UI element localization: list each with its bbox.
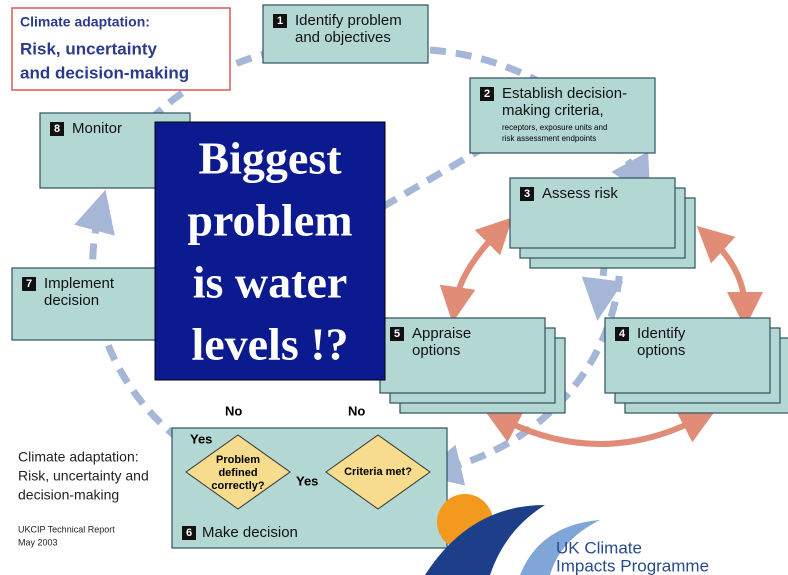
decision-text: Criteria met?	[344, 466, 412, 478]
title-line: Risk, uncertainty	[20, 39, 158, 58]
step-label: options	[637, 342, 685, 359]
step-badge	[390, 327, 404, 341]
report-line: May 2003	[18, 537, 58, 547]
decision-text: correctly?	[211, 480, 264, 492]
caption: Climate adaptation: Risk, uncertainty an…	[18, 449, 149, 548]
step-badge	[480, 87, 494, 101]
logo-text: UK Climate	[556, 538, 642, 557]
step-box	[11, 267, 163, 341]
overlay-line: is water	[193, 257, 348, 308]
step-badge	[22, 277, 36, 291]
title-line: and decision-making	[20, 63, 189, 82]
step-badge	[615, 327, 629, 341]
title-box: Climate adaptation: Risk, uncertainty an…	[11, 7, 231, 91]
step-label: Implement	[44, 275, 115, 292]
step-6: 6 Make decision Problem defined correctl…	[171, 427, 448, 549]
yes-label: Yes	[296, 473, 318, 488]
report-line: UKCIP Technical Report	[18, 524, 115, 534]
step-label: making criteria,	[502, 102, 604, 119]
step-number: 7	[26, 278, 32, 290]
step-label: Monitor	[72, 120, 122, 137]
caption-line: Risk, uncertainty and	[18, 468, 149, 484]
step-note: risk assessment endpoints	[502, 134, 596, 143]
step-label: and objectives	[295, 29, 391, 46]
step-number: 3	[524, 188, 530, 200]
step-label: Appraise	[412, 325, 471, 342]
step-2: 2 Establish decision-making criteria, rece…	[469, 77, 656, 154]
step-number: 4	[619, 328, 626, 340]
step-badge	[520, 187, 534, 201]
caption-line: decision-making	[18, 487, 119, 503]
step-3: 3 Assess risk	[509, 177, 696, 269]
overlay: Biggest problem is water levels !?	[154, 121, 386, 381]
step-label: decision	[44, 292, 99, 309]
no-label: No	[225, 403, 242, 418]
title-line: Climate adaptation:	[20, 14, 150, 30]
step-box	[469, 77, 656, 154]
step-number: 8	[54, 123, 60, 135]
decision-text: Problem	[216, 454, 260, 466]
step-note: receptors, exposure units and	[502, 123, 607, 132]
step-number: 2	[484, 88, 490, 100]
step-badge	[273, 14, 287, 28]
logo-text: Impacts Programme	[556, 556, 709, 575]
overlay-line: Biggest	[198, 133, 342, 184]
feedback-arrows	[439, 217, 763, 447]
caption-line: Climate adaptation:	[18, 449, 139, 465]
step-box	[604, 317, 771, 394]
yes-label: Yes	[190, 431, 212, 446]
step-number: 6	[186, 527, 192, 539]
step-box	[509, 177, 676, 249]
step-label: Establish decision-	[502, 85, 627, 102]
step-box	[262, 4, 429, 64]
step-label: Make decision	[202, 524, 298, 541]
step-badge	[50, 122, 64, 136]
no-label: No	[348, 403, 365, 418]
step-label: Identify	[637, 325, 686, 342]
step-label: options	[412, 342, 460, 359]
step-label: Identify problem	[295, 12, 402, 29]
step-box	[379, 317, 546, 394]
overlay-line: problem	[187, 195, 352, 246]
step-number: 5	[394, 328, 400, 340]
logo: UK Climate Impacts Programme	[425, 494, 709, 575]
step-label: Assess risk	[542, 185, 618, 202]
step-number: 1	[277, 15, 283, 27]
decision-text: defined	[218, 467, 257, 479]
overlay-line: levels !?	[191, 319, 348, 370]
